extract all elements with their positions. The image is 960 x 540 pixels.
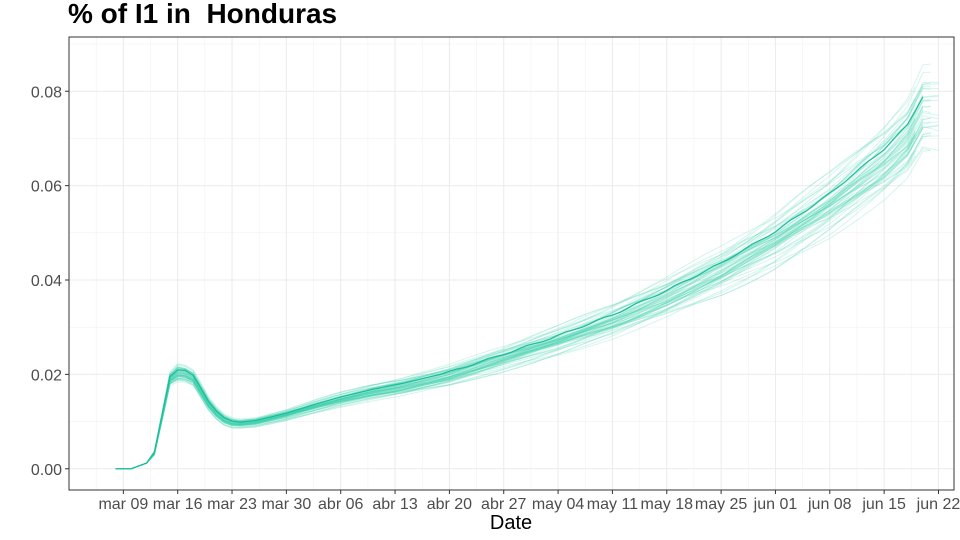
x-tick-label: jun 22 xyxy=(916,496,960,513)
x-tick-label: jun 08 xyxy=(807,496,852,513)
ensemble-line xyxy=(115,125,939,470)
ensemble-line xyxy=(115,117,924,470)
ensemble-line xyxy=(115,146,939,470)
y-tick-label: 0.08 xyxy=(31,84,62,101)
ensemble-line xyxy=(115,133,916,470)
grid-lines xyxy=(69,37,954,490)
x-tick-label: mar 16 xyxy=(153,496,203,513)
ensemble-line xyxy=(115,127,924,470)
ensemble-line xyxy=(115,136,916,470)
ensemble-line xyxy=(115,147,931,470)
ensemble-line xyxy=(115,130,916,470)
ensemble-line xyxy=(115,110,931,470)
ensemble-line xyxy=(115,131,916,470)
y-tick-label: 0.04 xyxy=(31,273,62,290)
ensemble-line xyxy=(115,121,939,470)
ensemble-line xyxy=(115,149,916,470)
plot-panel-background xyxy=(69,37,954,490)
ensemble-line xyxy=(115,94,924,470)
ensemble-line xyxy=(115,132,931,470)
ensemble-line xyxy=(115,132,931,470)
ensemble-line xyxy=(115,86,916,470)
ensemble-line xyxy=(115,121,924,470)
ensemble-line xyxy=(115,82,931,470)
ensemble-line xyxy=(115,124,939,470)
ensemble-line xyxy=(115,152,916,470)
ensemble-line xyxy=(115,83,939,470)
x-tick-label: may 11 xyxy=(587,496,638,513)
ensemble-line xyxy=(115,97,916,470)
ensemble-line xyxy=(115,63,931,470)
x-tick-label: may 04 xyxy=(532,496,585,513)
ensemble-line xyxy=(115,96,924,470)
ensemble-line xyxy=(115,105,931,470)
ensemble-line xyxy=(115,141,916,470)
x-tick-label: abr 27 xyxy=(481,496,526,513)
x-tick-label: mar 23 xyxy=(207,496,257,513)
x-axis-title: Date xyxy=(490,512,532,534)
ensemble-line xyxy=(115,127,924,470)
ensemble-line xyxy=(115,115,939,470)
x-axis: mar 09 mar 16 mar 23 mar 30 abr 06 abr 13 abr … xyxy=(98,490,960,513)
ensemble-line xyxy=(115,71,931,470)
x-tick-label: mar 09 xyxy=(98,496,148,513)
x-tick-label: jun 01 xyxy=(753,496,798,513)
ensemble-line xyxy=(115,132,916,470)
ensemble-line xyxy=(115,134,931,470)
ensemble-line xyxy=(115,100,931,470)
x-tick-label: abr 06 xyxy=(318,496,363,513)
x-tick-label: jun 15 xyxy=(861,496,906,513)
y-tick-label: 0.00 xyxy=(31,462,62,479)
ensemble-line xyxy=(115,134,916,470)
ensemble-line xyxy=(115,85,924,470)
ensemble-line xyxy=(115,122,931,470)
y-tick-label: 0.02 xyxy=(31,367,62,384)
ensemble-line xyxy=(115,117,931,470)
ensemble-line xyxy=(115,155,916,470)
y-axis: 0.00 0.02 0.04 0.06 0.08 xyxy=(31,84,69,479)
ensemble-line xyxy=(115,112,939,470)
y-tick-label: 0.06 xyxy=(31,179,62,196)
ensemble-line xyxy=(115,149,931,470)
chart-title: % of I1 in Honduras xyxy=(68,0,338,29)
x-tick-label: abr 20 xyxy=(427,496,472,513)
ensemble-line xyxy=(115,81,939,470)
ensemble-line xyxy=(115,109,924,470)
ensemble-line xyxy=(115,118,916,470)
x-tick-label: abr 13 xyxy=(372,496,417,513)
plot-panel-border xyxy=(68,36,955,491)
ensemble-line xyxy=(115,135,939,470)
x-tick-label: may 25 xyxy=(695,496,748,513)
x-tick-label: mar 30 xyxy=(261,496,311,513)
highlight-line xyxy=(115,96,924,470)
ensemble-line xyxy=(115,124,924,470)
ensemble-line xyxy=(115,117,931,470)
ensemble-line xyxy=(115,125,939,470)
highlight-line-group xyxy=(115,96,924,470)
x-tick-label: may 18 xyxy=(641,496,694,513)
